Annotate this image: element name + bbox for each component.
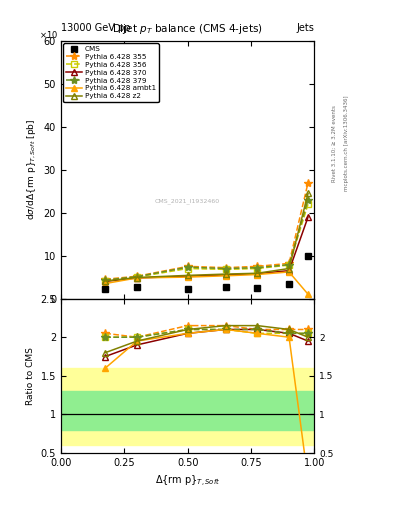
Text: Jets: Jets (297, 23, 314, 33)
CMS (134, 284, 140, 290)
Pythia 6.428 370 (134, 275, 140, 281)
Text: Dijet $p_T$ balance (CMS 4-jets): Dijet $p_T$ balance (CMS 4-jets) (112, 22, 263, 36)
CMS (255, 285, 260, 291)
Pythia 6.428 370 (255, 270, 260, 276)
Pythia 6.428 z2 (185, 272, 190, 279)
Pythia 6.428 355 (223, 265, 228, 271)
Pythia 6.428 z2 (223, 271, 228, 277)
Pythia 6.428 370 (103, 279, 108, 285)
CMS (103, 286, 108, 292)
Pythia 6.428 ambt1 (306, 291, 310, 297)
Line: Pythia 6.428 ambt1: Pythia 6.428 ambt1 (102, 269, 311, 297)
Text: mcplots.cern.ch [arXiv:1306.3436]: mcplots.cern.ch [arXiv:1306.3436] (344, 96, 349, 191)
Pythia 6.428 z2 (134, 274, 140, 281)
Text: 13000 GeV pp: 13000 GeV pp (61, 23, 130, 33)
Pythia 6.428 ambt1 (223, 273, 228, 279)
Pythia 6.428 ambt1 (255, 271, 260, 278)
CMS (287, 281, 292, 287)
Pythia 6.428 379 (223, 265, 228, 271)
Legend: CMS, Pythia 6.428 355, Pythia 6.428 356, Pythia 6.428 370, Pythia 6.428 379, Pyt: CMS, Pythia 6.428 355, Pythia 6.428 356,… (63, 43, 159, 102)
Pythia 6.428 379 (306, 197, 310, 203)
Pythia 6.428 356 (134, 274, 140, 280)
Pythia 6.428 z2 (306, 190, 310, 197)
Pythia 6.428 355 (255, 263, 260, 269)
Pythia 6.428 379 (103, 277, 108, 283)
Pythia 6.428 370 (223, 272, 228, 278)
Line: CMS: CMS (102, 252, 312, 292)
Pythia 6.428 355 (287, 260, 292, 266)
X-axis label: $\Delta\{$rm p$\}_{T,Soft}$: $\Delta\{$rm p$\}_{T,Soft}$ (155, 474, 220, 488)
Bar (61, 368, 314, 445)
Line: Pythia 6.428 379: Pythia 6.428 379 (101, 196, 312, 284)
Text: CMS_2021_I1932460: CMS_2021_I1932460 (155, 198, 220, 203)
Pythia 6.428 356 (306, 201, 310, 207)
Pythia 6.428 355 (306, 180, 310, 186)
Bar (61, 391, 314, 430)
Line: Pythia 6.428 370: Pythia 6.428 370 (102, 214, 311, 285)
Pythia 6.428 379 (185, 264, 190, 270)
Pythia 6.428 ambt1 (103, 281, 108, 287)
CMS (185, 286, 190, 292)
Pythia 6.428 ambt1 (185, 274, 190, 280)
Line: Pythia 6.428 356: Pythia 6.428 356 (102, 201, 311, 284)
Text: Rivet 3.1.10; ≥ 3.2M events: Rivet 3.1.10; ≥ 3.2M events (332, 105, 337, 182)
Pythia 6.428 356 (103, 278, 108, 284)
Pythia 6.428 355 (103, 276, 108, 282)
Text: $\times$10: $\times$10 (39, 29, 59, 39)
Pythia 6.428 z2 (255, 270, 260, 276)
Pythia 6.428 ambt1 (287, 269, 292, 275)
Line: Pythia 6.428 z2: Pythia 6.428 z2 (102, 190, 311, 284)
Pythia 6.428 370 (306, 214, 310, 220)
Y-axis label: d$\sigma$/d$\Delta\{$rm p$\}_{T,Soft}$ [pb]: d$\sigma$/d$\Delta\{$rm p$\}_{T,Soft}$ [… (25, 119, 38, 220)
Pythia 6.428 ambt1 (134, 275, 140, 281)
CMS (223, 284, 228, 290)
Y-axis label: Ratio to CMS: Ratio to CMS (26, 347, 35, 405)
Pythia 6.428 356 (287, 262, 292, 268)
CMS (306, 252, 310, 259)
Pythia 6.428 z2 (287, 265, 292, 271)
Line: Pythia 6.428 355: Pythia 6.428 355 (101, 179, 312, 284)
Pythia 6.428 355 (134, 273, 140, 280)
Pythia 6.428 370 (185, 273, 190, 280)
Pythia 6.428 355 (185, 263, 190, 269)
Pythia 6.428 356 (185, 265, 190, 271)
Pythia 6.428 356 (223, 266, 228, 272)
Pythia 6.428 356 (255, 265, 260, 271)
Pythia 6.428 z2 (103, 278, 108, 284)
Pythia 6.428 379 (255, 265, 260, 271)
Pythia 6.428 379 (287, 262, 292, 268)
Pythia 6.428 370 (287, 268, 292, 274)
Pythia 6.428 379 (134, 273, 140, 280)
